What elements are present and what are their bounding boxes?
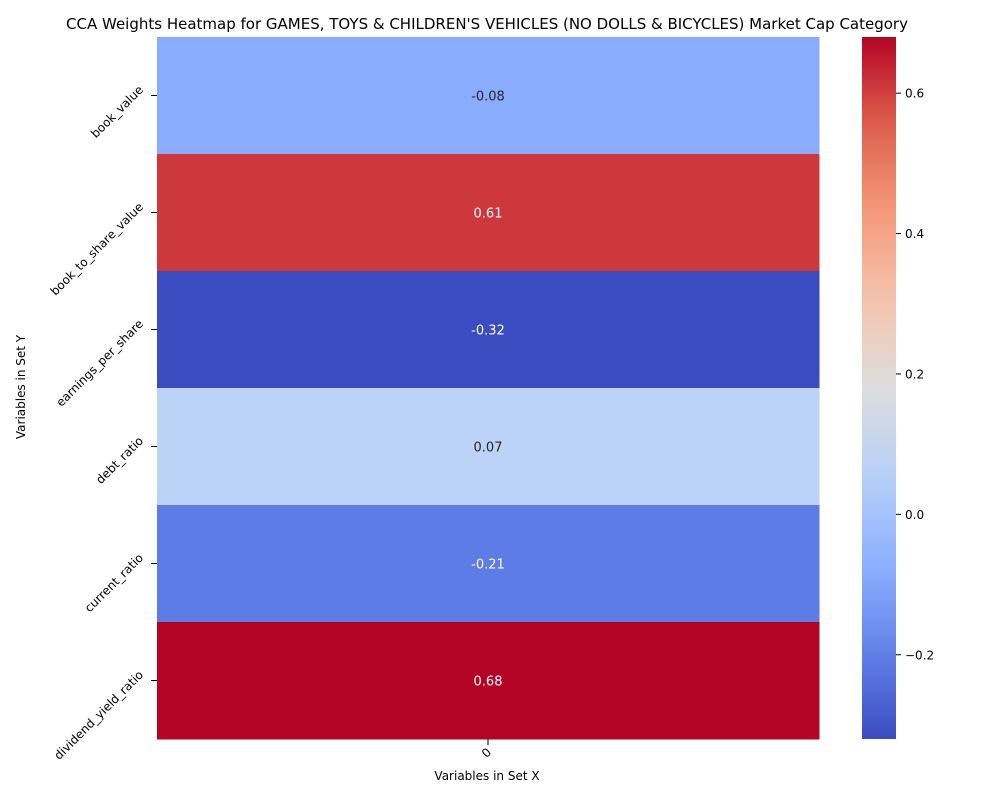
cell-value-label: -0.08 (471, 90, 505, 105)
chart-title: CCA Weights Heatmap for GAMES, TOYS & CH… (66, 15, 908, 33)
heatmap-cell (157, 622, 820, 740)
y-tick-label: debt_ratio (93, 434, 146, 487)
cell-value-label: -0.21 (471, 558, 505, 573)
heatmap-cell (157, 154, 820, 272)
y-tick-labels: book_value book_to_share_value earnings_pe… (48, 83, 157, 763)
cell-value-label: -0.32 (471, 324, 505, 339)
y-tick-label: dividend_yield_ratio (51, 668, 146, 763)
y-tick-label: book_to_share_value (48, 200, 147, 299)
colorbar-tick-label: 0.4 (905, 227, 924, 241)
y-tick-label: current_ratio (82, 551, 146, 615)
heatmap-cell (157, 505, 820, 623)
y-tick-label: book_value (88, 83, 146, 141)
y-axis-label: Variables in Set Y (14, 334, 28, 439)
x-tick-label: 0 (479, 745, 494, 760)
colorbar (862, 37, 896, 739)
heatmap-cells: -0.08 0.61 -0.32 0.07 -0.21 0.68 (157, 37, 820, 740)
colorbar-tick-label: 0.2 (905, 367, 924, 381)
x-axis-label: Variables in Set X (434, 769, 539, 783)
cell-value-label: 0.68 (474, 675, 503, 690)
colorbar-tick-label: 0.0 (905, 508, 924, 522)
cell-value-label: 0.07 (474, 441, 503, 456)
x-tick-labels: 0 (479, 739, 494, 761)
heatmap-cell (157, 271, 820, 389)
heatmap-cell (157, 388, 820, 506)
heatmap-cell (157, 37, 820, 155)
cell-value-label: 0.61 (474, 207, 503, 222)
colorbar-tick-label: −0.2 (905, 648, 934, 662)
y-tick-label: earnings_per_share (53, 317, 146, 410)
colorbar-ticks: −0.2 0.0 0.2 0.4 0.6 (896, 87, 934, 662)
colorbar-tick-label: 0.6 (905, 87, 924, 101)
